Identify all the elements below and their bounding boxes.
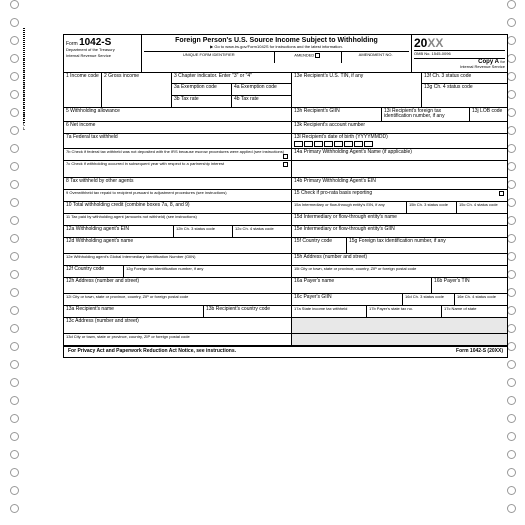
box-15c: 15c Ch. 4 status code	[457, 202, 507, 213]
box-3a: 3a Exemption code	[172, 84, 232, 95]
box-15: 15 Check if pro-rata basis reporting	[292, 190, 507, 201]
form-paper: Form 1042-S Department of the Treasury I…	[25, 12, 500, 512]
box-13l: 13l Recipient's date of birth (YYYYMMDD)	[292, 134, 507, 149]
box-12h: 12h Address (number and street)	[64, 278, 292, 293]
box-6: 6 Net income	[64, 122, 292, 133]
box-3b: 3b Tax rate	[172, 96, 232, 107]
box-16b: 16b Payer's TIN	[432, 278, 507, 293]
box-12c: 12c Ch. 4 status code	[233, 226, 292, 237]
box-12d: 12d Withholding agent's name	[64, 238, 292, 253]
box-13i: 13i Recipient's foreign tax identificati…	[382, 108, 470, 121]
box-2: 2 Gross income	[102, 73, 172, 107]
year-prefix: 20	[414, 36, 427, 50]
box-7b: 7b Check if federal tax withheld was not…	[64, 149, 292, 160]
box-14b: 14b Primary Withholding Agent's EIN	[292, 178, 507, 189]
box-7c: 7c Check if withholding occurred in subs…	[64, 161, 292, 177]
dept-label: Department of the Treasury	[66, 47, 115, 52]
box-13h: 13h Recipient's GIIN	[292, 108, 382, 121]
unique-id-label: UNIQUE FORM IDENTIFIER	[144, 52, 275, 63]
box-13b: 13b Recipient's country code	[204, 306, 292, 317]
copy-dest: Internal Revenue Service	[414, 65, 505, 69]
box-17b: 17b Payer's state tax no.	[367, 306, 442, 317]
form-1042s: Form 1042-S Department of the Treasury I…	[63, 34, 508, 358]
box-4b: 4b Tax rate	[232, 96, 291, 107]
box-16d: 16d Ch. 3 status code	[403, 294, 455, 305]
box-15e: 15e Intermediary or flow-through entity'…	[292, 226, 507, 237]
header-middle: Foreign Person's U.S. Source Income Subj…	[142, 35, 412, 72]
footer-left: For Privacy Act and Paperwork Reduction …	[68, 349, 236, 355]
box-12f: 12f Country code	[64, 266, 124, 277]
box-12g: 12g Foreign tax identification number, i…	[124, 266, 292, 277]
box-10: 10 Total withholding credit (combine box…	[64, 202, 292, 213]
box-13j: 13j LOB code	[470, 108, 507, 121]
box-15b: 15b Ch. 3 status code	[407, 202, 457, 213]
amend-no-label: AMENDMENT NO.	[342, 52, 409, 63]
box-11: 11 Tax paid by withholding agent (amount…	[64, 214, 292, 225]
box-16c: 16c Payer's GIIN	[292, 294, 403, 305]
amended-label: AMENDED	[275, 52, 343, 63]
box-8: 8 Tax withheld by other agents	[64, 178, 292, 189]
box-15h: 15h Address (number and street)	[292, 254, 507, 265]
year-suffix: XX	[427, 36, 443, 50]
gray-area-2	[292, 334, 507, 345]
box-13d: 13d City or town, state or province, cou…	[64, 334, 292, 345]
box-13e: 13e Recipient's U.S. TIN, if any	[292, 73, 422, 107]
box-12i: 12i City or town, state or province, cou…	[64, 294, 292, 305]
box-15i: 15i City or town, state or province, cou…	[292, 266, 507, 277]
omb-label: OMB No. 1545-0096	[414, 50, 505, 58]
box-13g: 13g Ch. 4 status code	[422, 84, 507, 95]
box-13f: 13f Ch. 3 status code	[422, 73, 507, 84]
box-14a: 14a Primary Withholding Agent's Name (if…	[292, 149, 507, 160]
box-7a: 7a Federal tax withheld	[64, 134, 292, 149]
box-15d: 15d Intermediary or flow-through entity'…	[292, 214, 507, 225]
box-12b: 12b Ch. 3 status code	[174, 226, 233, 237]
box-4a: 4a Exemption code	[232, 84, 291, 95]
box-17a: 17a State income tax withheld	[292, 306, 367, 317]
box-12a: 12a Withholding agent's EIN	[64, 226, 174, 237]
box-15a: 15a Intermediary or flow-through entity'…	[292, 202, 407, 213]
form-header: Form 1042-S Department of the Treasury I…	[64, 35, 507, 73]
copy-for: for	[500, 59, 505, 64]
footer-right: Form 1042-S (20XX)	[456, 349, 503, 355]
box-15g: 15g Foreign tax identification number, i…	[347, 238, 507, 253]
sprocket-holes-left	[4, 0, 24, 525]
box-13k: 13k Recipient's account number	[292, 122, 507, 133]
gray-area	[292, 318, 507, 333]
box-3: 3 Chapter indicator. Enter "3" or "4"	[172, 73, 291, 84]
box-9: 9 Overwithheld tax repaid to recipient p…	[64, 190, 292, 201]
box-15f: 15f Country code	[292, 238, 347, 253]
header-left: Form 1042-S Department of the Treasury I…	[64, 35, 142, 72]
header-right: 20XX OMB No. 1545-0096 Copy A for Intern…	[412, 35, 507, 72]
form-footer: For Privacy Act and Paperwork Reduction …	[64, 346, 507, 357]
box-5: 5 Withholding allowance	[64, 108, 292, 121]
goto-text: ▶ Go to www.irs.gov/Form1042S for instru…	[144, 45, 409, 49]
irs-label: Internal Revenue Service	[66, 53, 111, 58]
box-17c: 17c Name of state	[442, 306, 507, 317]
box-12e: 12e Withholding agent's Global Intermedi…	[64, 254, 292, 265]
box-16e: 16e Ch. 4 status code	[455, 294, 507, 305]
box-13c: 13c Address (number and street)	[64, 318, 292, 333]
box-13a: 13a Recipient's name	[64, 306, 204, 317]
box-1: 1 Income code	[64, 73, 102, 107]
box-16a: 16a Payer's name	[292, 278, 432, 293]
